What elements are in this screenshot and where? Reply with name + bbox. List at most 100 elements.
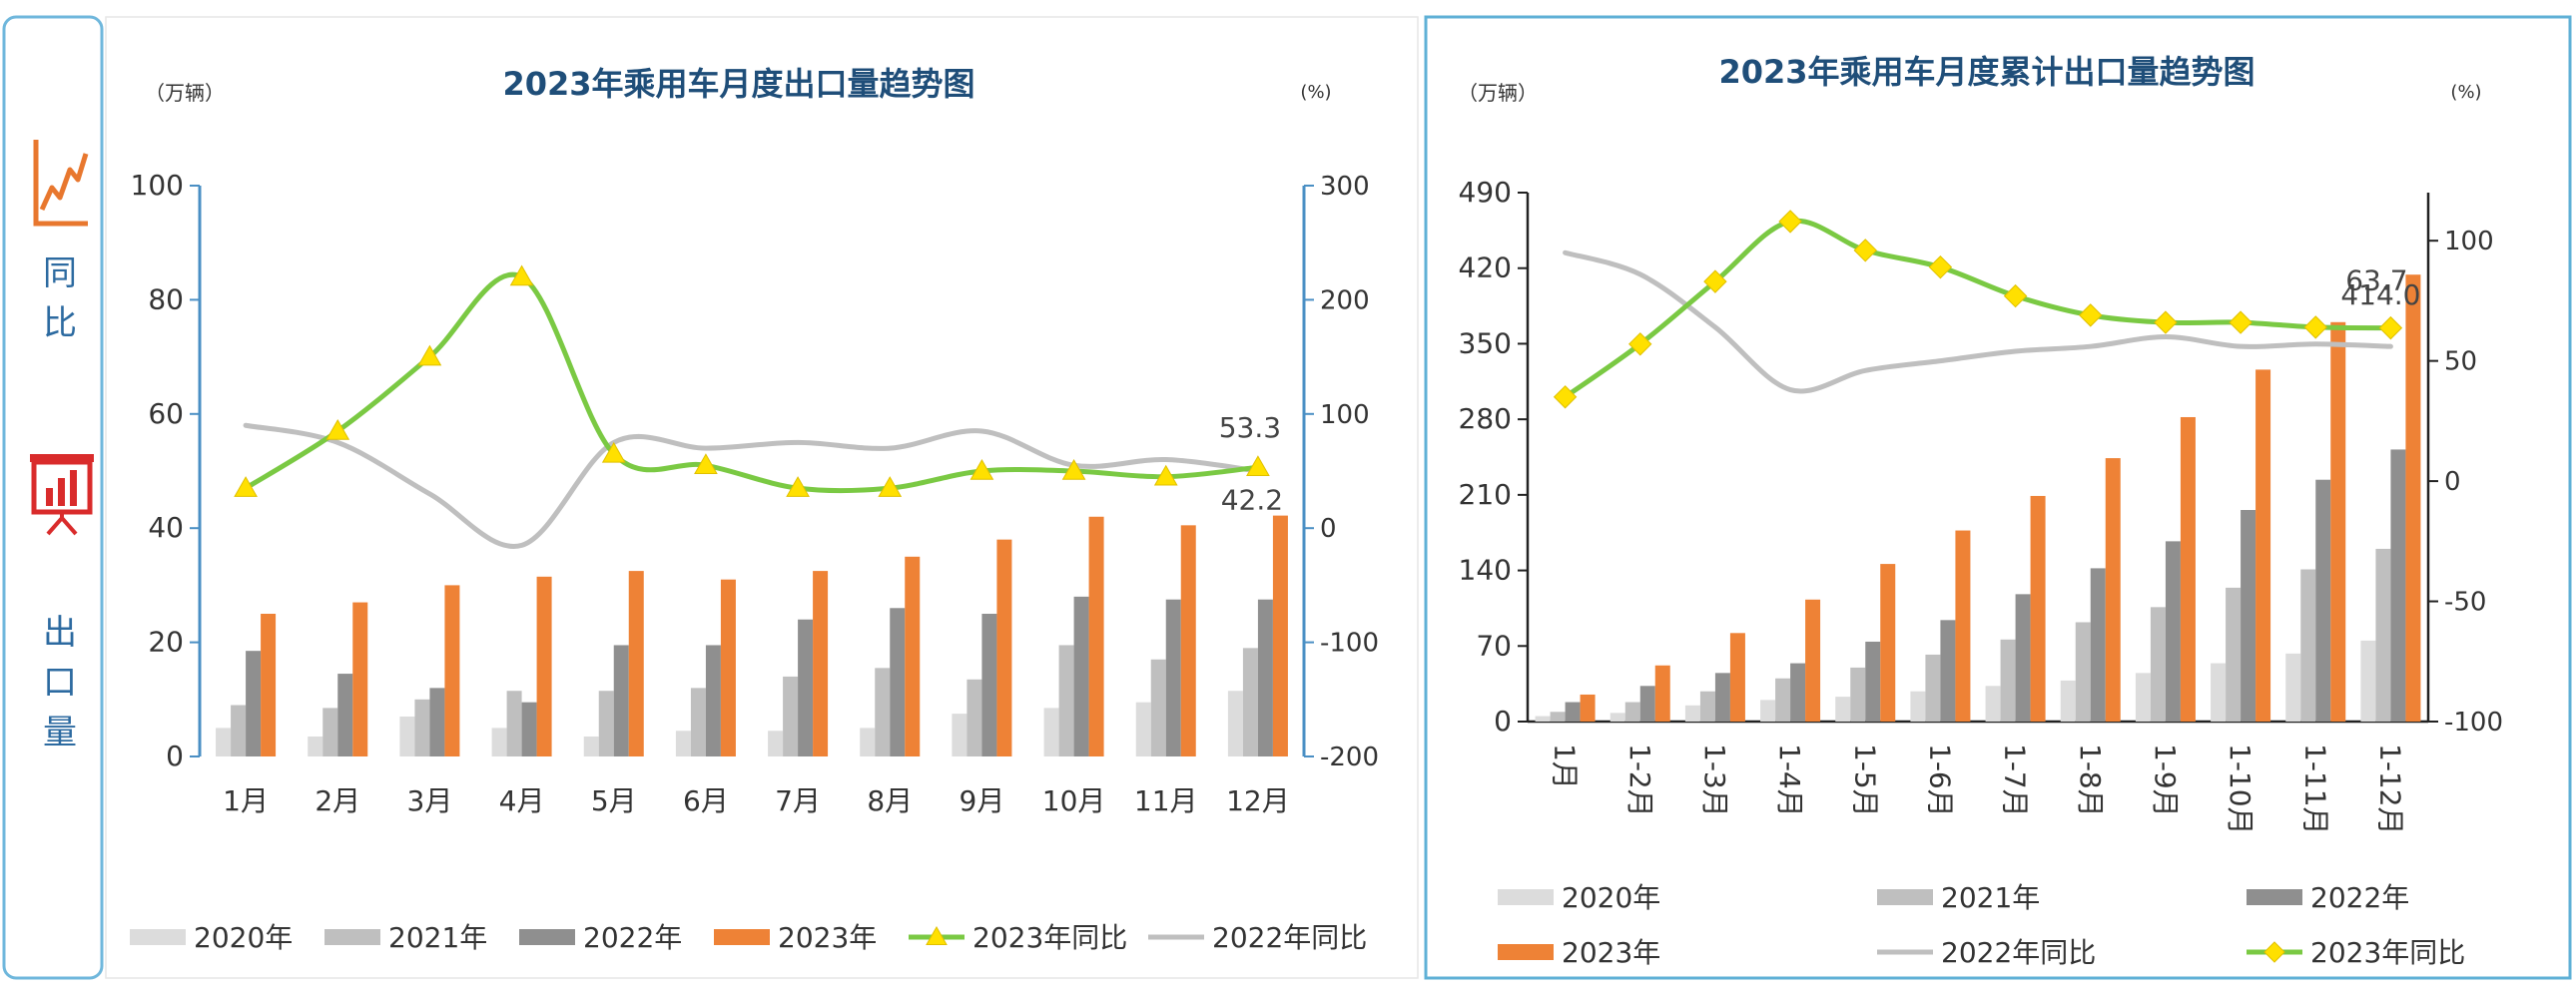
sidebar-export-char: 出: [43, 613, 77, 653]
sidebar-yoy-label: 同比: [43, 253, 77, 343]
bar-2021年: [598, 691, 614, 756]
bar-2022年: [981, 614, 997, 756]
line-marker-2023年同比: [1061, 458, 1086, 480]
legend-marker-2023年同比: [2263, 941, 2285, 963]
line-marker-2023年同比: [325, 418, 350, 440]
legend-label: 2023年同比: [972, 921, 1127, 954]
left-tick-label: 40: [148, 511, 184, 544]
line-marker-2023年同比: [1628, 332, 1652, 356]
left-tick-label: 0: [1494, 705, 1512, 738]
left-tick-label: 140: [1459, 554, 1512, 587]
bar-2021年: [875, 668, 891, 756]
legend-label: 2021年: [388, 921, 487, 954]
x-tick-label: 7月: [775, 784, 821, 817]
left-tick-label: 420: [1459, 251, 1512, 284]
bar-2023年: [2180, 416, 2196, 722]
bar-2022年: [2165, 541, 2181, 722]
right-tick-label: -100: [1320, 629, 1379, 659]
legend-label: 2023年: [1562, 936, 1660, 969]
x-tick-label: 1-3月: [1698, 744, 1731, 817]
bar-2021年: [1699, 691, 1715, 722]
bar-2020年: [768, 731, 784, 756]
x-tick-label: 1月: [1549, 744, 1582, 789]
left-tick-label: 80: [148, 282, 184, 315]
line-marker-2023年同比: [878, 476, 903, 497]
left-tick-label: 20: [148, 626, 184, 659]
line-marker-2023年同比: [1553, 385, 1578, 409]
bar-2023年: [996, 539, 1012, 756]
bar-2023年: [1654, 665, 1670, 722]
bar-2022年: [1565, 702, 1581, 722]
bar-2022年: [1165, 599, 1181, 756]
sidebar-yoy-char: 比: [43, 303, 77, 343]
right-axis-unit: (%): [1300, 82, 1331, 103]
line-2022年同比: [1563, 250, 2393, 394]
x-tick-label: 2月: [315, 784, 360, 817]
right-axis-unit: (%): [2450, 82, 2481, 103]
bar-2022年: [1073, 596, 1089, 756]
bar-2020年: [2360, 640, 2376, 722]
bar-2021年: [690, 688, 706, 756]
bar-2023年: [2405, 274, 2421, 722]
bar-2021年: [1624, 702, 1640, 722]
presentation-chart-icon: [30, 454, 94, 536]
right-tick-label: 200: [1320, 285, 1370, 315]
bar-2022年: [1865, 641, 1881, 722]
bar-2022年: [613, 645, 629, 756]
x-tick-label: 8月: [867, 784, 913, 817]
bar-2021年: [2375, 548, 2391, 722]
right-tick-label: 300: [1320, 172, 1370, 202]
bar-2020年: [952, 714, 967, 756]
bar-2022年: [798, 619, 814, 756]
legend-swatch-2021年: [1877, 889, 1933, 905]
line-marker-2023年同比: [2303, 315, 2327, 339]
bar-2020年: [1535, 716, 1551, 722]
bar-2021年: [322, 708, 338, 756]
bar-2023年: [536, 576, 552, 756]
line-marker-2023年同比: [2003, 283, 2028, 308]
x-tick-label: 1月: [223, 784, 269, 817]
legend-swatch-2022年: [2247, 889, 2302, 905]
x-tick-label: 1-8月: [2074, 744, 2107, 817]
bar-2021年: [1242, 648, 1258, 756]
x-tick-label: 5月: [591, 784, 637, 817]
legend-swatch-2020年: [1498, 889, 1554, 905]
x-tick-label: 4月: [499, 784, 545, 817]
bar-2020年: [216, 728, 232, 756]
legend-label: 2023年同比: [2310, 936, 2465, 969]
legend-label: 2023年: [778, 921, 877, 954]
bar-data-label: 42.2: [1221, 484, 1283, 517]
chart-title: 2023年乘用车月度出口量趋势图: [502, 65, 974, 103]
bar-2020年: [1985, 686, 2001, 722]
legend-swatch-2022年: [519, 929, 575, 945]
line-marker-2023年同比: [601, 441, 626, 463]
bar-2020年: [2211, 663, 2227, 722]
x-tick-label: 1-6月: [1923, 744, 1956, 817]
bar-2021年: [2226, 587, 2242, 722]
line-marker-2023年同比: [1703, 269, 1727, 293]
bar-2023年: [2105, 458, 2121, 722]
bar-2020年: [1043, 708, 1059, 756]
left-tick-label: 350: [1459, 326, 1512, 359]
cumulative-export-chart: 2023年乘用车月度累计出口量趋势图 （万辆） (%) 0 70 140 210 280 350…: [1458, 53, 2503, 969]
line-marker-2023年同比: [694, 453, 718, 475]
x-tick-label: 1-9月: [2149, 744, 2182, 817]
line-marker-2023年同比: [2378, 315, 2403, 340]
bar-data-label: 414.0: [2340, 278, 2420, 311]
bar-2022年: [521, 702, 537, 756]
sidebar-export-char: 口: [43, 663, 77, 703]
right-tick-label: 100: [2444, 227, 2494, 256]
line-marker-2023年同比: [417, 344, 442, 366]
sidebar-export-char: 量: [43, 713, 77, 752]
left-tick-label: 490: [1459, 176, 1512, 209]
bar-2021年: [2075, 622, 2091, 722]
bar-2022年: [1790, 663, 1806, 722]
x-tick-label: 1-11月: [2298, 744, 2331, 835]
bar-2020年: [308, 736, 323, 756]
legend-label: 2022年同比: [1941, 936, 2096, 969]
line-marker-2023年同比: [2154, 310, 2178, 334]
bar-2021年: [2300, 569, 2316, 722]
bar-2023年: [2030, 495, 2046, 722]
bar-2022年: [890, 608, 906, 756]
